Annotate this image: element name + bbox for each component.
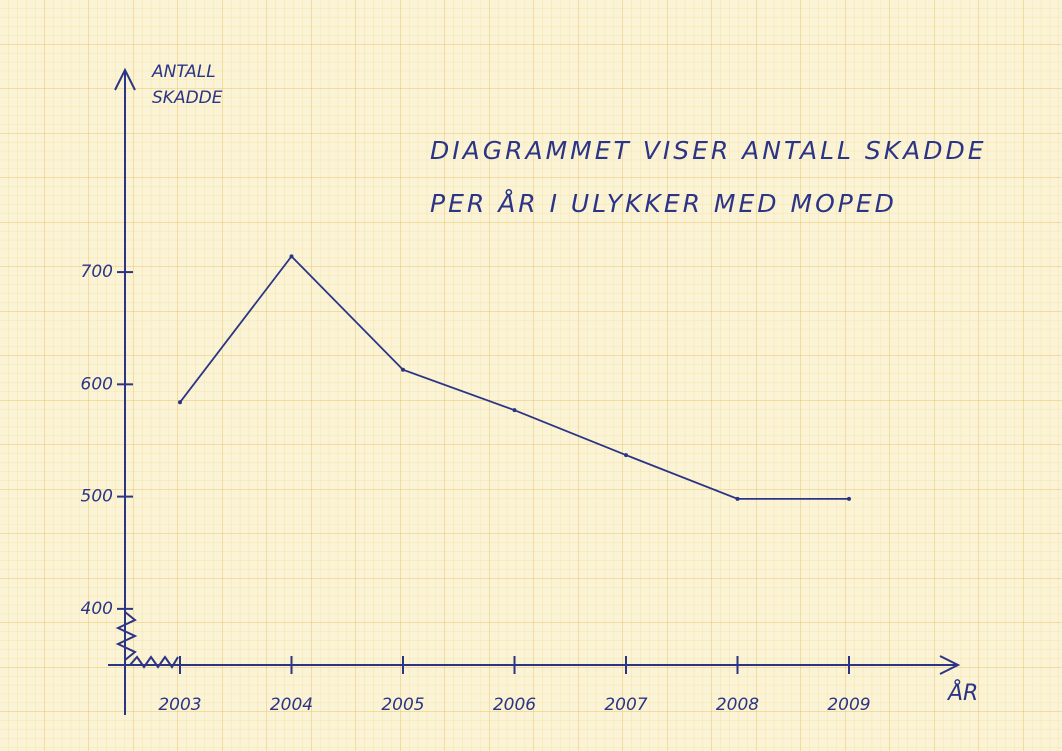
x-tick-label: 2007: [604, 695, 647, 715]
data-point: [401, 367, 405, 372]
data-point: [512, 408, 517, 413]
y-axis-label: ANTALL: [151, 62, 216, 82]
chart-title: PER ÅR I ULYKKER MED MOPED: [430, 189, 897, 218]
y-axis: [114, 67, 136, 715]
data-point: [735, 496, 740, 501]
y-axis-break: [115, 611, 138, 661]
data-point: [178, 400, 182, 405]
x-axis-label: ÅR: [946, 679, 978, 706]
x-tick-label: 2008: [716, 695, 759, 715]
chart-title: DIAGRAMMET VISER ANTALL SKADDE: [430, 136, 987, 165]
x-tick-label: 2004: [270, 695, 313, 715]
x-tick-label: 2005: [381, 695, 424, 715]
y-tick-label: 700: [81, 262, 113, 282]
x-axis: [108, 655, 961, 675]
y-tick-label: 600: [81, 374, 113, 394]
x-axis-break: [129, 655, 179, 669]
y-tick-label: 500: [81, 487, 113, 507]
x-tick-label: 2009: [827, 695, 870, 715]
data-point: [624, 453, 628, 458]
x-tick-label: 2003: [158, 695, 201, 715]
x-tick-label: 2006: [493, 695, 536, 715]
data-point: [289, 254, 294, 259]
data-point: [847, 496, 851, 501]
y-axis-label: SKADDE: [152, 88, 223, 108]
y-tick-label: 400: [81, 599, 113, 619]
